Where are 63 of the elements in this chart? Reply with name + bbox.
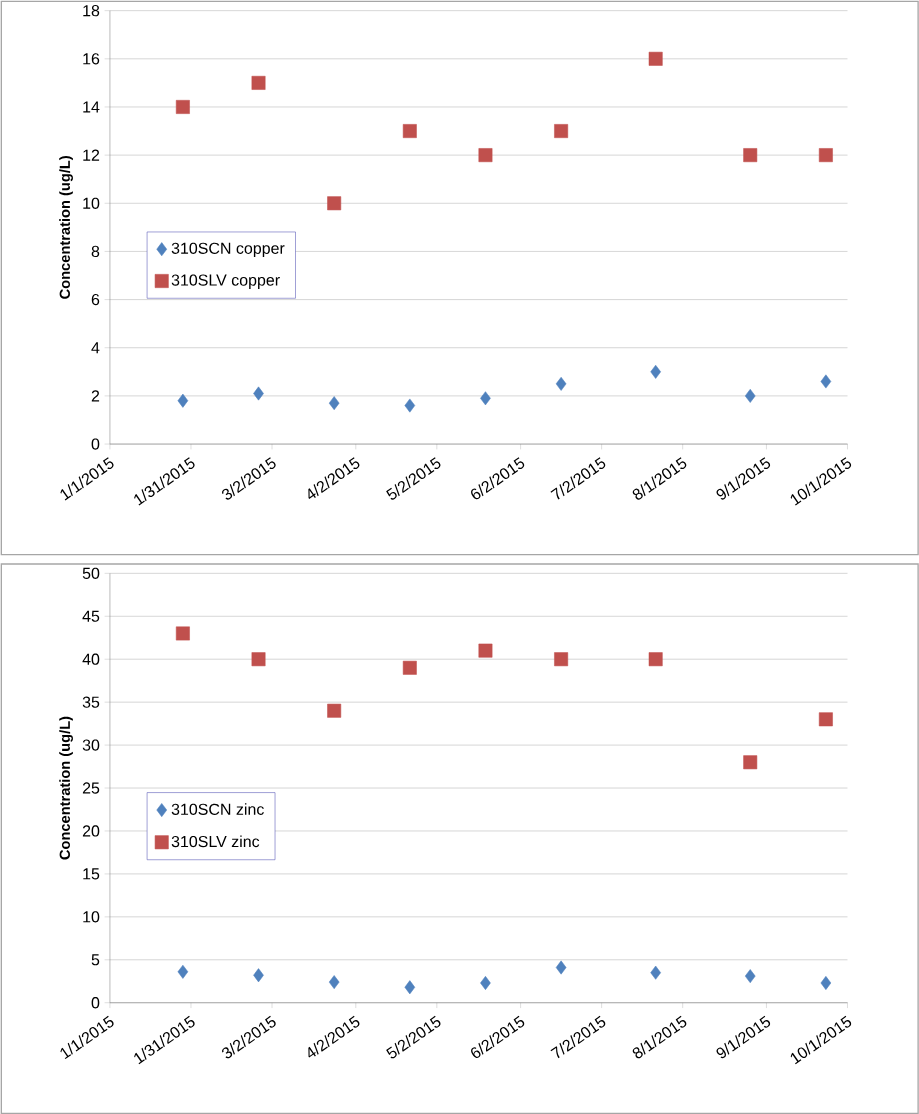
point	[328, 396, 340, 411]
point	[650, 965, 661, 980]
legend-label: 310SCN copper	[171, 242, 285, 258]
y-tick-label: 50	[82, 567, 100, 579]
point	[820, 374, 831, 389]
point	[327, 196, 341, 211]
legend-label: 310SLV zinc	[171, 835, 259, 848]
y-tick-label: 8	[91, 245, 99, 258]
point	[650, 364, 661, 379]
point	[648, 51, 663, 66]
y-tick-label: 16	[83, 53, 99, 65]
point	[743, 148, 757, 163]
y-tick-label: 12	[83, 149, 99, 161]
point	[479, 391, 491, 406]
point	[175, 626, 190, 641]
point	[818, 148, 833, 163]
y-tick-label: 0	[91, 997, 100, 1009]
y-tick-label: 40	[82, 653, 100, 665]
point	[328, 975, 340, 990]
y-tick-label: 14	[83, 101, 100, 113]
point	[402, 660, 417, 675]
point	[555, 960, 567, 975]
point	[251, 75, 266, 90]
y-axis-title: Concentration (ug/L)	[59, 156, 73, 299]
point	[478, 148, 493, 163]
point	[818, 712, 833, 727]
point	[404, 398, 415, 413]
point	[177, 393, 188, 408]
point	[175, 100, 190, 114]
y-tick-label: 4	[91, 342, 100, 354]
y-tick-label: 2	[91, 390, 99, 402]
legend-label: 310SLV copper	[171, 274, 280, 289]
point	[404, 980, 415, 995]
y-tick-label: 5	[91, 954, 99, 966]
point	[327, 703, 341, 718]
y-tick-label: 6	[91, 293, 99, 306]
point	[743, 755, 757, 770]
point	[648, 652, 663, 667]
y-tick-label: 10	[83, 197, 100, 209]
y-tick-label: 10	[83, 911, 100, 923]
y-axis-title: Concentration (ug/L)	[59, 716, 73, 860]
point	[553, 124, 568, 138]
point	[251, 652, 266, 667]
point	[479, 976, 491, 990]
point	[555, 376, 567, 391]
point	[820, 976, 831, 990]
point	[553, 652, 568, 667]
y-tick-label: 15	[83, 868, 99, 880]
y-tick-label: 25	[82, 782, 99, 794]
point	[744, 969, 756, 984]
point	[253, 386, 264, 401]
y-tick-label: 0	[91, 438, 100, 450]
point	[402, 124, 417, 138]
y-tick-label: 20	[82, 825, 100, 837]
point	[478, 643, 493, 658]
y-tick-label: 45	[82, 610, 99, 622]
point	[744, 388, 756, 403]
legend-label: 310SCN zinc	[171, 803, 264, 815]
point	[253, 968, 264, 983]
y-tick-label: 35	[82, 696, 99, 708]
point	[177, 964, 188, 979]
y-tick-label: 18	[83, 5, 99, 17]
y-tick-label: 30	[82, 739, 100, 751]
